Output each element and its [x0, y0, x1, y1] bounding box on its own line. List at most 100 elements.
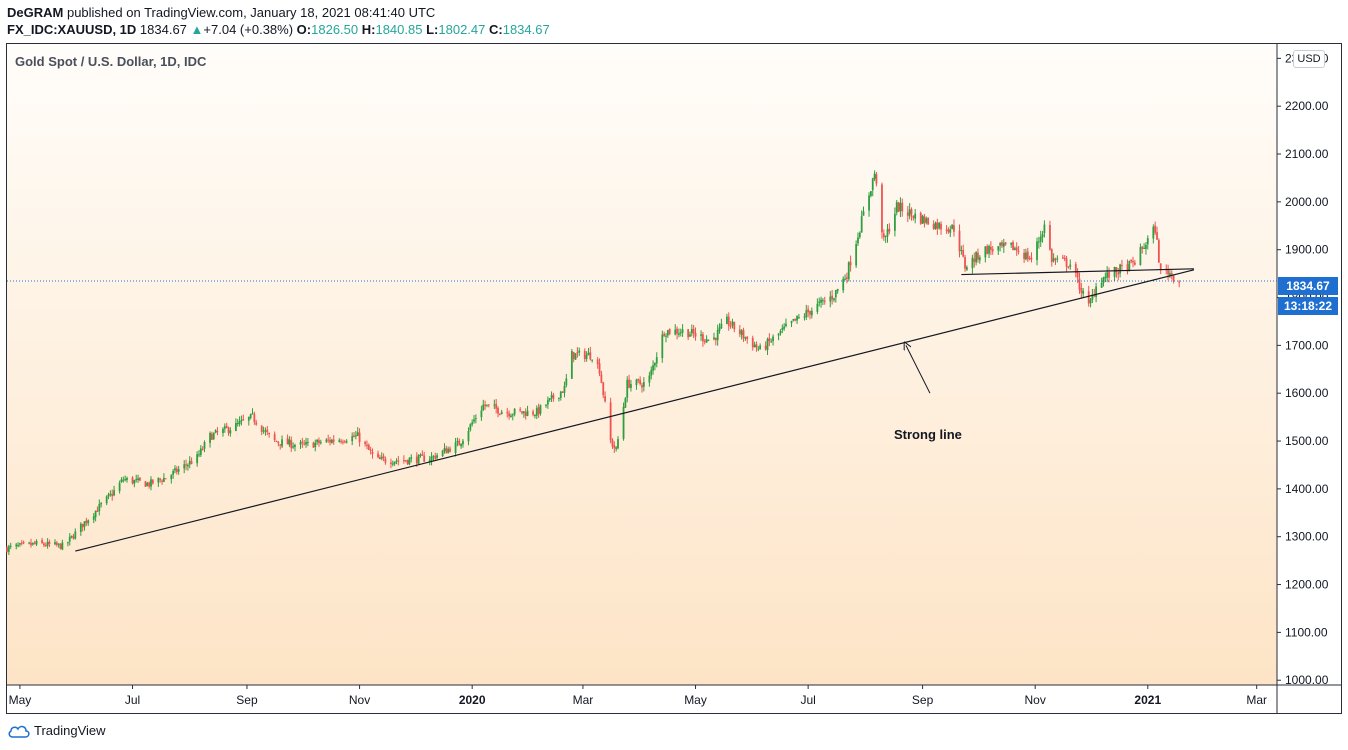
high-label: H:: [361, 22, 376, 37]
candle-body: [1089, 299, 1092, 304]
candle-body: [107, 494, 110, 497]
candle-body: [932, 224, 935, 229]
candle-body: [61, 542, 64, 550]
candle-body: [120, 479, 123, 483]
candle-body: [100, 503, 103, 505]
candle-body: [305, 442, 307, 445]
candle-body: [731, 321, 734, 326]
candle-body: [847, 262, 850, 280]
candle-body: [342, 441, 344, 443]
candle-body: [390, 462, 392, 464]
candle-body: [1141, 246, 1144, 249]
candle-body: [1100, 283, 1103, 288]
candle-body: [1078, 278, 1081, 290]
candle-body: [443, 448, 446, 452]
candle-body: [772, 336, 774, 342]
candle-body: [694, 332, 697, 337]
price-tick-label: 1100.00: [1285, 625, 1328, 639]
candle-body: [111, 494, 114, 497]
support-trendline[interactable]: [75, 269, 1195, 552]
candle-body: [354, 435, 357, 437]
candle-body: [511, 414, 514, 416]
candle-body: [462, 440, 464, 445]
candle-body: [419, 454, 422, 456]
publish-info: published on TradingView.com, January 18…: [66, 5, 436, 20]
candle-body: [20, 542, 23, 544]
candle-body: [548, 397, 551, 401]
candle-body: [54, 542, 56, 545]
candle-body: [1117, 272, 1120, 275]
candle-body: [532, 411, 534, 415]
candle-body: [733, 321, 736, 330]
candle-body: [122, 479, 125, 481]
candle-body: [43, 543, 45, 546]
candle-body: [681, 329, 684, 333]
candle-body: [1063, 257, 1066, 260]
candle-body: [1172, 275, 1175, 282]
candle-body: [862, 211, 865, 216]
candle-body: [345, 441, 348, 443]
candle-body: [842, 278, 845, 291]
candle-body: [550, 395, 553, 398]
drawing-layer[interactable]: [7, 268, 1277, 552]
time-axis[interactable]: May Jul Sep Nov 2020 Mar May Jul Sep Nov 2021 Mar: [9, 685, 1267, 707]
candle-body: [668, 328, 671, 334]
open-label: O:: [296, 22, 312, 37]
candle-body: [281, 439, 283, 447]
candle-body: [770, 341, 773, 343]
bar-countdown-tag: 13:18:22: [1278, 297, 1338, 315]
candle-body: [692, 328, 695, 334]
candle-body: [945, 229, 948, 231]
candle-body: [895, 202, 898, 213]
candle-body: [860, 216, 863, 233]
candle-body: [831, 295, 834, 300]
tradingview-cloud-icon: [8, 725, 30, 738]
candle-body: [445, 448, 448, 454]
candle-body: [1036, 241, 1038, 260]
up-arrow-icon: ▲: [190, 22, 204, 37]
candle-body: [522, 411, 525, 413]
annotation-text[interactable]: Strong line: [894, 427, 962, 442]
author-name[interactable]: DeGRAM: [7, 5, 64, 20]
candle-body: [753, 345, 756, 348]
candle-body: [188, 460, 191, 465]
annotation-arrow[interactable]: [906, 345, 931, 394]
candle-body: [598, 363, 601, 374]
candle-body: [561, 391, 564, 393]
candle-body: [785, 323, 787, 327]
candle-body: [290, 440, 293, 449]
candle-body: [997, 246, 1000, 251]
candle-body: [727, 316, 730, 326]
candle-body: [79, 523, 82, 532]
candle-body: [1121, 264, 1123, 266]
candle-body: [906, 212, 909, 216]
candle-body: [68, 536, 71, 542]
candle-body: [705, 339, 708, 343]
candle-body: [87, 520, 90, 524]
candle-body: [958, 230, 961, 252]
candle-body: [617, 439, 619, 449]
candle-body: [48, 541, 51, 545]
candle-body: [223, 426, 226, 429]
currency-badge[interactable]: USD: [1293, 50, 1325, 68]
candle-body: [552, 394, 555, 399]
candle-body: [6, 547, 8, 552]
price-axis[interactable]: 1000.00 1100.00 1200.00 1300.00 1400.00 1500.…: [1277, 51, 1329, 687]
horizontal-trendline[interactable]: [961, 268, 1194, 276]
chart-frame[interactable]: [6, 43, 1342, 714]
candle-body: [875, 174, 878, 184]
candle-body: [1013, 248, 1016, 251]
candle-body: [984, 246, 987, 258]
candle-body: [720, 323, 723, 329]
candle-body: [971, 257, 974, 269]
candle-body: [1145, 244, 1147, 249]
candle-body: [105, 496, 108, 504]
tradingview-logo[interactable]: TradingView: [8, 723, 106, 738]
price-tick-label: 1200.00: [1285, 578, 1329, 592]
candle-body: [798, 317, 800, 319]
candle-body: [534, 415, 536, 417]
candle-body: [210, 433, 213, 440]
candle-body: [964, 257, 966, 269]
candle-body: [1106, 272, 1109, 278]
